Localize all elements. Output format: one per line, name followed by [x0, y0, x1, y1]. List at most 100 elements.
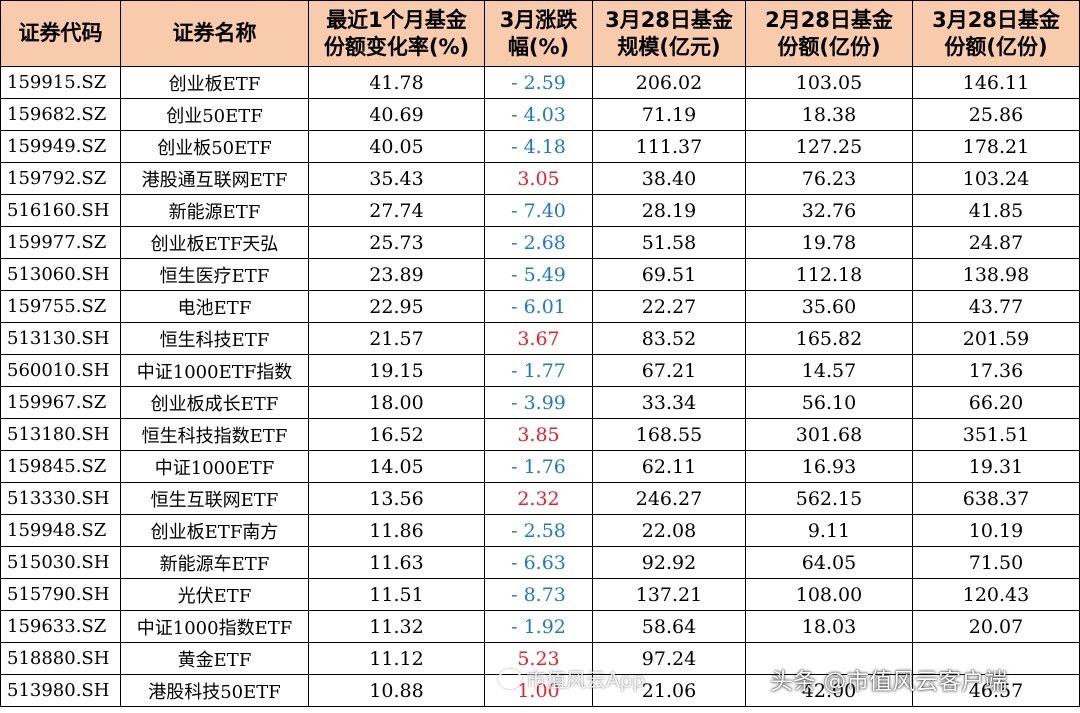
cell-share-feb: 562.15 [745, 482, 913, 515]
cell-share-feb: 18.03 [745, 610, 913, 643]
column-header-line: 份额(亿份) [944, 34, 1048, 59]
cell-march-return: - 1.77 [484, 354, 593, 387]
cell-code: 159915.SZ [0, 66, 121, 99]
table-row: 515030.SH 新能源车ETF 11.63- 6.63 92.92 64.05 71.… [0, 546, 1080, 579]
cell-code: 513060.SH [0, 258, 121, 291]
cell-change-rate: 22.95 [308, 290, 485, 323]
cell-name: 黄金ETF [120, 642, 309, 675]
cell-change-rate: 40.05 [308, 130, 485, 163]
cell-name: 电池ETF [120, 290, 309, 323]
cell-scale: 62.11 [592, 450, 746, 483]
table-header-row: 证券代码 证券名称 最近1个月基金 份额变化率(%) 3月涨跌 幅(%) 3月28日基金 规模… [0, 0, 1080, 67]
cell-name: 光伏ETF [120, 578, 309, 611]
cell-scale: 51.58 [592, 226, 746, 259]
cell-name: 恒生医疗ETF [120, 258, 309, 291]
column-header-line: 最近1个月基金 [326, 7, 467, 32]
cell-scale: 92.92 [592, 546, 746, 579]
cell-share-mar [912, 642, 1080, 675]
cell-change-rate: 18.00 [308, 386, 485, 419]
cell-share-feb: 19.78 [745, 226, 913, 259]
cell-scale: 28.19 [592, 194, 746, 227]
cell-march-return: 3.85 [484, 418, 593, 451]
cell-share-mar: 41.85 [912, 194, 1080, 227]
cell-march-return: - 2.68 [484, 226, 593, 259]
cell-code: 513180.SH [0, 418, 121, 451]
cell-name: 中证1000ETF指数 [120, 354, 309, 387]
table-row: 159915.SZ 创业板ETF 41.78- 2.59 206.02 103.05 14… [0, 66, 1080, 99]
cell-scale: 206.02 [592, 66, 746, 99]
cell-share-mar: 146.11 [912, 66, 1080, 99]
cell-march-return: - 3.99 [484, 386, 593, 419]
cell-share-feb: 9.11 [745, 514, 913, 547]
cell-share-feb: 108.00 [745, 578, 913, 611]
cell-change-rate: 19.15 [308, 354, 485, 387]
cell-change-rate: 11.51 [308, 578, 485, 611]
cell-share-mar: 20.07 [912, 610, 1080, 643]
cell-scale: 22.08 [592, 514, 746, 547]
cell-scale: 71.19 [592, 98, 746, 131]
cell-code: 159977.SZ [0, 226, 121, 259]
cell-scale: 168.55 [592, 418, 746, 451]
cell-name: 恒生科技ETF [120, 322, 309, 355]
cell-share-mar: 103.24 [912, 162, 1080, 195]
cell-scale: 22.27 [592, 290, 746, 323]
cell-name: 创业板ETF [120, 66, 309, 99]
cell-scale: 111.37 [592, 130, 746, 163]
column-header-line: 2月28日基金 [765, 7, 893, 32]
cell-share-feb [745, 642, 913, 675]
cell-change-rate: 14.05 [308, 450, 485, 483]
cell-scale: 67.21 [592, 354, 746, 387]
column-header-line: 规模(亿元) [617, 34, 721, 59]
column-header-3: 3月涨跌 幅(%) [484, 0, 593, 67]
cell-march-return: - 7.40 [484, 194, 593, 227]
cell-change-rate: 21.57 [308, 322, 485, 355]
cell-march-return: - 6.01 [484, 290, 593, 323]
column-header-0: 证券代码 [0, 0, 121, 67]
cell-share-feb: 76.23 [745, 162, 913, 195]
cell-march-return: - 6.63 [484, 546, 593, 579]
cell-scale: 21.06 [592, 674, 746, 707]
cell-code: 159949.SZ [0, 130, 121, 163]
cell-share-feb: 35.60 [745, 290, 913, 323]
cell-march-return: - 2.58 [484, 514, 593, 547]
cell-share-mar: 46.57 [912, 674, 1080, 707]
cell-change-rate: 35.43 [308, 162, 485, 195]
cell-share-feb: 165.82 [745, 322, 913, 355]
cell-share-feb: 127.25 [745, 130, 913, 163]
column-header-4: 3月28日基金 规模(亿元) [592, 0, 746, 67]
cell-code: 159633.SZ [0, 610, 121, 643]
cell-march-return: 5.23 [484, 642, 593, 675]
column-header-6: 3月28日基金 份额(亿份) [912, 0, 1080, 67]
table-row: 513060.SH 恒生医疗ETF 23.89- 5.49 69.51 112.18 13… [0, 258, 1080, 291]
table-row: 159949.SZ 创业板50ETF 40.05- 4.18 111.37 127.25… [0, 130, 1080, 163]
cell-change-rate: 11.32 [308, 610, 485, 643]
table-row: 560010.SH 中证1000ETF指数 19.15- 1.77 67.21 14.5… [0, 354, 1080, 387]
cell-share-mar: 66.20 [912, 386, 1080, 419]
table-row: 513180.SH 恒生科技指数ETF 16.52 3.85 168.55 301.68 3… [0, 418, 1080, 451]
cell-code: 516160.SH [0, 194, 121, 227]
cell-share-feb: 112.18 [745, 258, 913, 291]
cell-name: 创业板50ETF [120, 130, 309, 163]
cell-name: 恒生科技指数ETF [120, 418, 309, 451]
table-row: 159977.SZ 创业板ETF天弘 25.73- 2.68 51.58 19.78 24… [0, 226, 1080, 259]
cell-name: 中证1000ETF [120, 450, 309, 483]
cell-share-mar: 71.50 [912, 546, 1080, 579]
cell-name: 创业板ETF南方 [120, 514, 309, 547]
table-row: 159682.SZ 创业50ETF 40.69- 4.03 71.19 18.38 25.… [0, 98, 1080, 131]
column-header-line: 证券名称 [172, 21, 257, 45]
cell-scale: 33.34 [592, 386, 746, 419]
cell-share-mar: 24.87 [912, 226, 1080, 259]
column-header-line: 3月28日基金 [932, 7, 1060, 32]
cell-change-rate: 40.69 [308, 98, 485, 131]
cell-share-feb: 18.38 [745, 98, 913, 131]
cell-name: 恒生互联网ETF [120, 482, 309, 515]
table-row: 159948.SZ 创业板ETF南方 11.86- 2.58 22.08 9.11 10.… [0, 514, 1080, 547]
cell-name: 新能源车ETF [120, 546, 309, 579]
cell-share-mar: 10.19 [912, 514, 1080, 547]
cell-march-return: 3.67 [484, 322, 593, 355]
column-header-line: 份额(亿份) [777, 34, 881, 59]
cell-share-feb: 103.05 [745, 66, 913, 99]
column-header-line: 3月28日基金 [605, 7, 733, 32]
